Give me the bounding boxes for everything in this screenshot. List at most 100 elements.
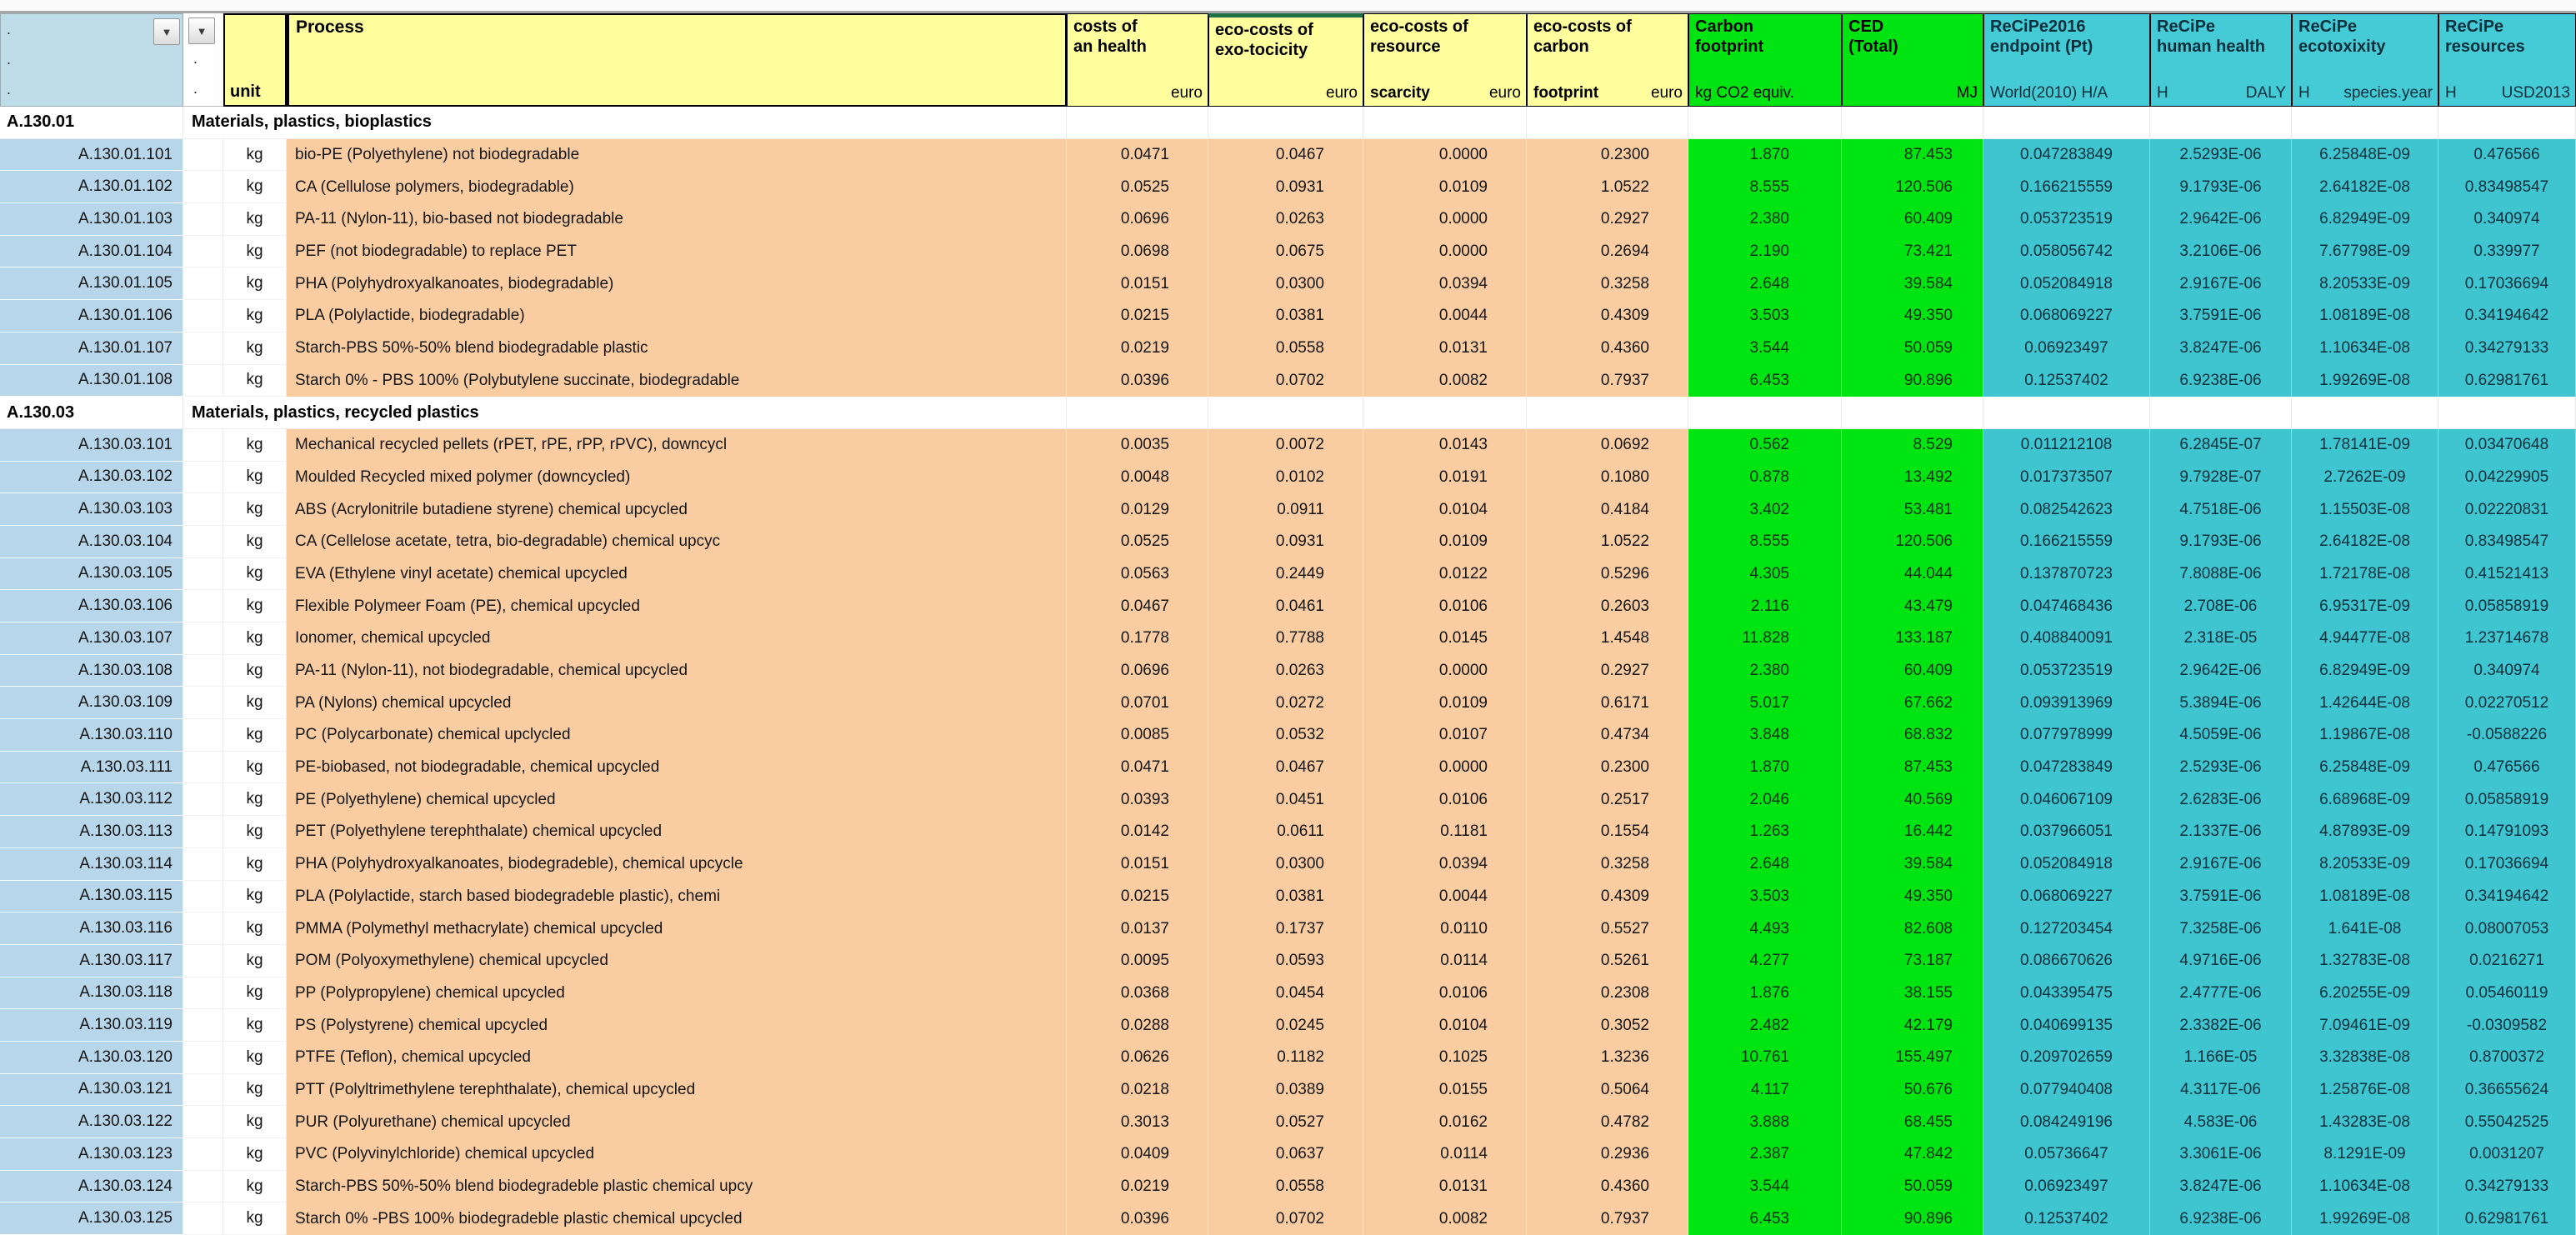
cell-value[interactable]: 0.0145 [1363, 622, 1527, 655]
cell-value[interactable]: 67.662 [1842, 687, 1983, 720]
cell-value[interactable]: 3.2106E-06 [2150, 235, 2292, 268]
empty-cell[interactable] [183, 719, 223, 752]
column-header-eco-costs-of-carbon[interactable]: eco-costs of carbon footprint euro [1527, 13, 1688, 107]
empty-cell[interactable] [183, 816, 223, 848]
cell-process-code[interactable]: A.130.03.106 [0, 590, 183, 622]
cell-value[interactable]: 49.350 [1842, 880, 1983, 913]
cell-value[interactable]: 0.0532 [1208, 719, 1363, 752]
cell-value[interactable]: 2.1337E-06 [2150, 816, 2292, 848]
cell-value[interactable]: 1.08189E-08 [2292, 880, 2438, 913]
cell-value[interactable]: 1.10634E-08 [2292, 332, 2438, 365]
cell-value[interactable]: 0.166215559 [1983, 525, 2150, 558]
cell-value[interactable]: 9.1793E-06 [2150, 171, 2292, 204]
cell-value[interactable]: 0.06923497 [1983, 1170, 2150, 1203]
cell-value[interactable]: 0.0300 [1208, 268, 1363, 301]
cell-value[interactable]: 0.4309 [1527, 880, 1688, 913]
cell-value[interactable]: 2.318E-05 [2150, 622, 2292, 655]
empty-cell[interactable] [2150, 107, 2292, 139]
cell-value[interactable]: 0.047283849 [1983, 138, 2150, 172]
empty-cell[interactable] [183, 848, 223, 881]
cell-value[interactable]: 0.0696 [1067, 654, 1208, 688]
cell-process-code[interactable]: A.130.03.102 [0, 461, 183, 494]
cell-value[interactable]: 1.32783E-08 [2292, 944, 2438, 978]
cell-process-name[interactable]: Ionomer, chemical upcycled [287, 622, 1067, 655]
cell-value[interactable]: 0.0527 [1208, 1106, 1363, 1138]
section-code[interactable]: A.130.01 [0, 107, 183, 139]
cell-value[interactable]: 6.9238E-06 [2150, 364, 2292, 398]
cell-process-code[interactable]: A.130.03.125 [0, 1202, 183, 1235]
cell-value[interactable]: 0.082542623 [1983, 493, 2150, 526]
column-header-unit[interactable]: unit [223, 13, 287, 107]
cell-process-name[interactable]: Starch 0% -PBS 100% biodegradeble plasti… [287, 1202, 1067, 1235]
cell-value[interactable]: 0.0393 [1067, 783, 1208, 817]
cell-value[interactable]: 0.047283849 [1983, 751, 2150, 784]
cell-value[interactable]: 2.116 [1688, 590, 1842, 622]
section-code[interactable]: A.130.03 [0, 397, 183, 429]
empty-cell[interactable] [1688, 107, 1842, 139]
cell-value[interactable]: 0.0675 [1208, 235, 1363, 268]
cell-value[interactable]: 0.137870723 [1983, 558, 2150, 591]
cell-value[interactable]: 0.037966051 [1983, 816, 2150, 848]
cell-value[interactable]: 11.828 [1688, 622, 1842, 655]
cell-value[interactable]: 0.0692 [1527, 428, 1688, 462]
column-header-process[interactable]: Process [287, 13, 1067, 107]
cell-value[interactable]: 1.23714678 [2438, 622, 2576, 655]
cell-unit[interactable]: kg [223, 848, 287, 881]
cell-value[interactable]: 3.544 [1688, 332, 1842, 365]
cell-unit[interactable]: kg [223, 461, 287, 494]
cell-process-name[interactable]: PLA (Polylactide, starch based biodegrad… [287, 880, 1067, 913]
cell-value[interactable]: 87.453 [1842, 138, 1983, 172]
cell-value[interactable]: 6.453 [1688, 364, 1842, 398]
cell-value[interactable]: 0.0102 [1208, 461, 1363, 494]
cell-value[interactable]: 8.555 [1688, 525, 1842, 558]
cell-value[interactable]: 9.1793E-06 [2150, 525, 2292, 558]
cell-process-code[interactable]: A.130.03.103 [0, 493, 183, 526]
column-header-recipe-resources[interactable]: ReCiPe resources H USD2013 [2438, 13, 2576, 107]
cell-value[interactable]: 0.0104 [1363, 1009, 1527, 1042]
cell-unit[interactable]: kg [223, 816, 287, 848]
cell-value[interactable]: 0.047468436 [1983, 590, 2150, 622]
cell-process-code[interactable]: A.130.01.106 [0, 300, 183, 332]
cell-process-name[interactable]: Starch 0% - PBS 100% (Polybutylene succi… [287, 364, 1067, 398]
column-header-eco-costs-of-exo-tocicity[interactable]: eco-costs of exo-tocicity euro [1208, 13, 1363, 107]
cell-process-code[interactable]: A.130.03.116 [0, 912, 183, 945]
cell-value[interactable]: 7.3258E-06 [2150, 912, 2292, 945]
cell-value[interactable]: 0.0122 [1363, 558, 1527, 591]
cell-unit[interactable]: kg [223, 332, 287, 365]
cell-value[interactable]: 0.04229905 [2438, 461, 2576, 494]
cell-value[interactable]: 0.3258 [1527, 268, 1688, 301]
empty-cell[interactable] [183, 1041, 223, 1074]
cell-process-name[interactable]: PTT (Polyltrimethylene terephthalate), c… [287, 1073, 1067, 1107]
header-corner-cell[interactable]: . . . ▼ [0, 13, 183, 107]
cell-value[interactable]: 0.339977 [2438, 235, 2576, 268]
cell-value[interactable]: 6.82949E-09 [2292, 654, 2438, 688]
cell-unit[interactable]: kg [223, 300, 287, 332]
cell-value[interactable]: 0.62981761 [2438, 1202, 2576, 1235]
cell-unit[interactable]: kg [223, 1138, 287, 1171]
cell-value[interactable]: 0.0394 [1363, 848, 1527, 881]
empty-cell[interactable] [1842, 397, 1983, 429]
cell-value[interactable]: 73.187 [1842, 944, 1983, 978]
cell-value[interactable]: 6.20255E-09 [2292, 977, 2438, 1010]
cell-value[interactable]: 0.0072 [1208, 428, 1363, 462]
cell-value[interactable]: 0.14791093 [2438, 816, 2576, 848]
empty-cell[interactable] [183, 300, 223, 332]
empty-cell[interactable] [183, 203, 223, 236]
cell-value[interactable]: 42.179 [1842, 1009, 1983, 1042]
cell-value[interactable]: 0.0131 [1363, 1170, 1527, 1203]
cell-value[interactable]: 0.05858919 [2438, 783, 2576, 817]
filter-dropdown-button[interactable]: ▼ [153, 18, 180, 45]
cell-value[interactable]: 1.08189E-08 [2292, 300, 2438, 332]
cell-value[interactable]: 6.25848E-09 [2292, 751, 2438, 784]
cell-value[interactable]: 4.305 [1688, 558, 1842, 591]
cell-value[interactable]: 0.0396 [1067, 364, 1208, 398]
cell-value[interactable]: 4.493 [1688, 912, 1842, 945]
cell-value[interactable]: 0.0082 [1363, 1202, 1527, 1235]
cell-value[interactable]: 0.6171 [1527, 687, 1688, 720]
empty-cell[interactable] [1363, 397, 1527, 429]
cell-value[interactable]: 2.64182E-08 [2292, 525, 2438, 558]
cell-value[interactable]: 73.421 [1842, 235, 1983, 268]
cell-value[interactable]: 44.044 [1842, 558, 1983, 591]
cell-value[interactable]: 0.0142 [1067, 816, 1208, 848]
empty-cell[interactable] [183, 622, 223, 655]
